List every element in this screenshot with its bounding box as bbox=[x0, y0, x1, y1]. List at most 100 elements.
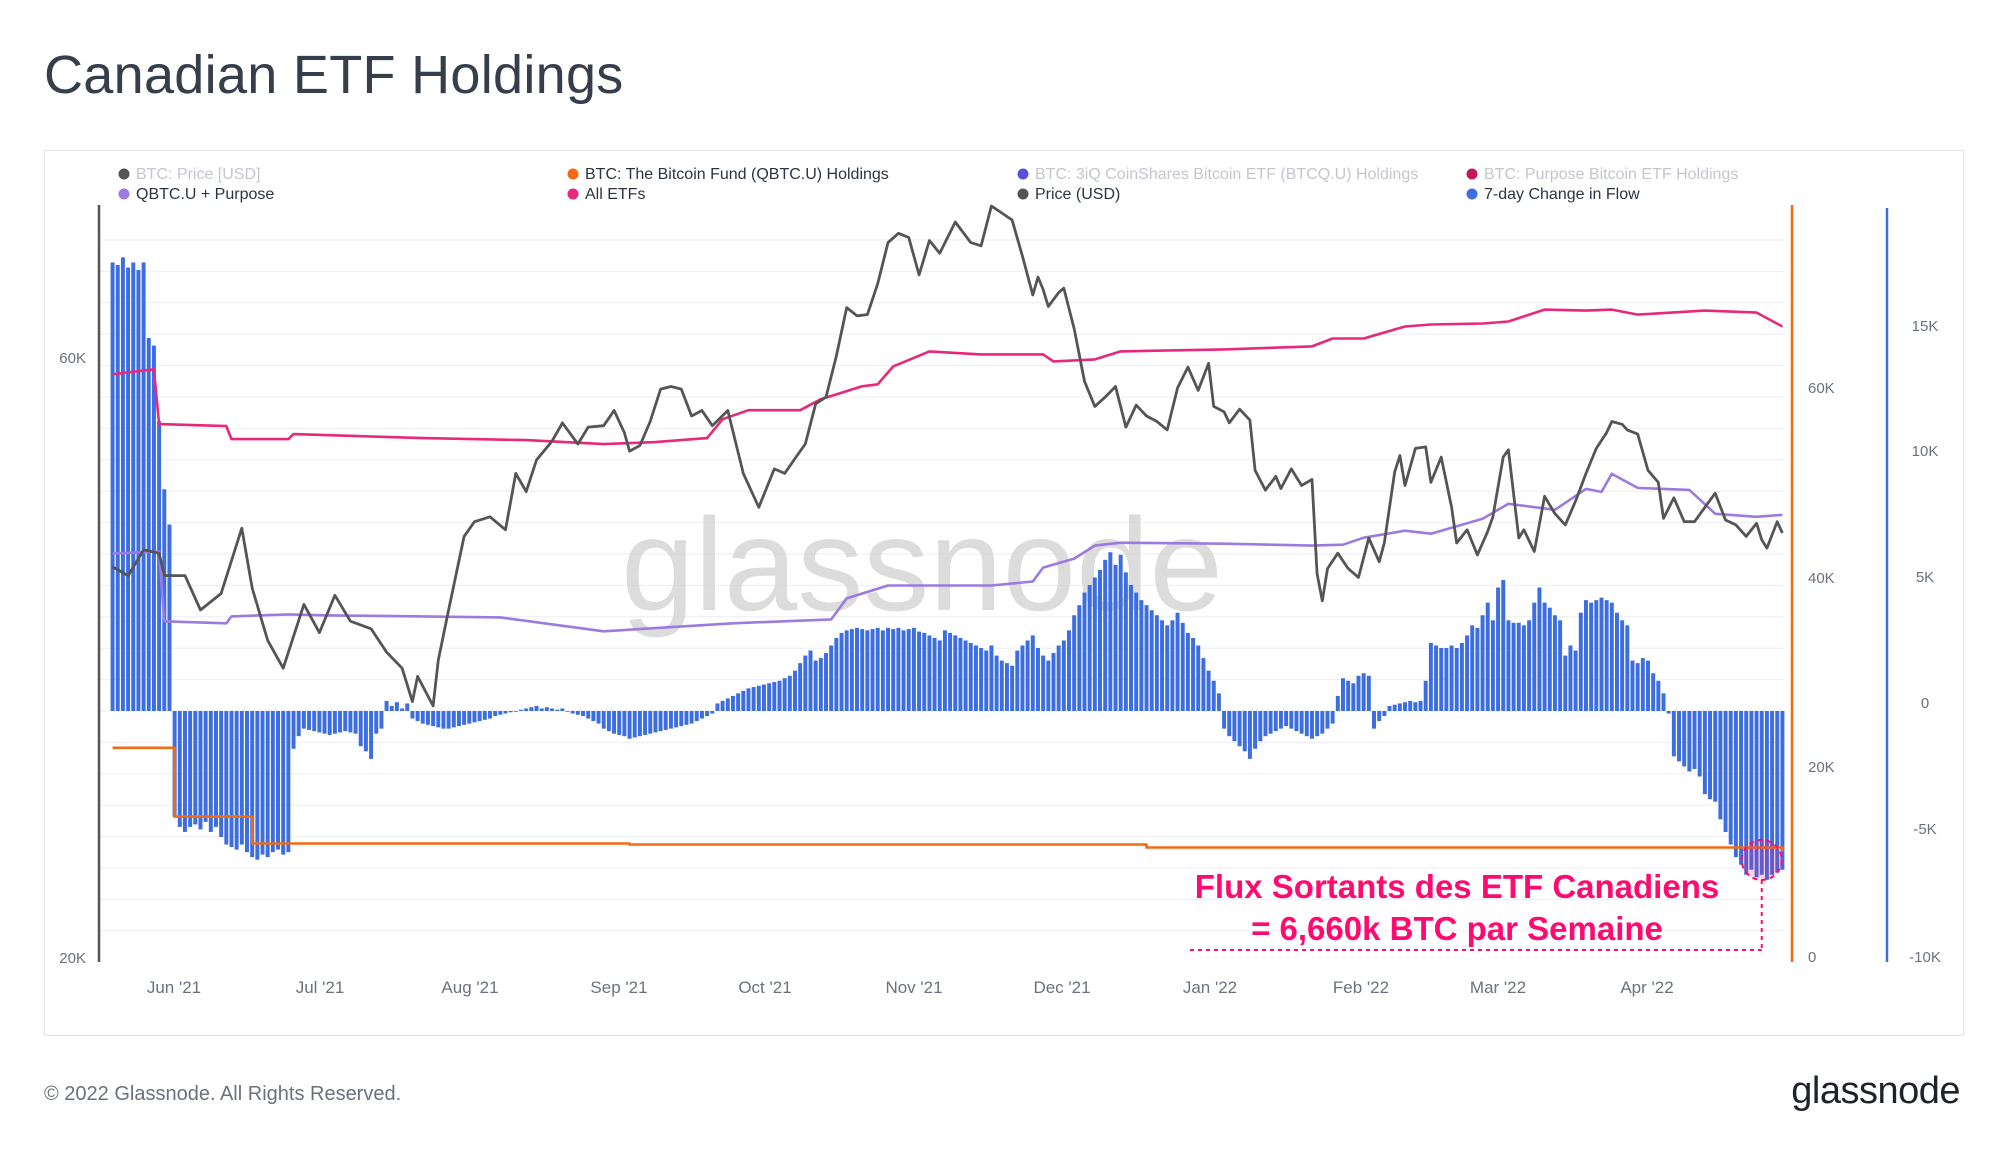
flow-bar bbox=[1377, 711, 1382, 722]
flow-bar bbox=[973, 645, 978, 711]
flow-bar bbox=[601, 711, 606, 729]
flow-bar bbox=[524, 708, 529, 711]
flow-bar bbox=[1284, 711, 1289, 727]
price-line bbox=[111, 204, 1784, 708]
flow-bar bbox=[839, 632, 844, 711]
flow-bar bbox=[617, 711, 622, 735]
flow-bar bbox=[198, 711, 203, 830]
legend-swatch bbox=[118, 188, 130, 200]
flow-bar bbox=[1496, 587, 1501, 711]
flow-bar bbox=[1697, 711, 1702, 777]
flow-bar bbox=[637, 711, 642, 737]
legend: BTC: Price [USD] BTC: The Bitcoin Fund (Q… bbox=[118, 166, 1738, 203]
legend-label: Price (USD) bbox=[1035, 186, 1120, 203]
flow-bar bbox=[358, 711, 363, 747]
flow-bar bbox=[1485, 602, 1490, 711]
annotation: Flux Sortants des ETF Canadiens = 6,660k … bbox=[1190, 839, 1783, 951]
x-tick-label: Jan '22 bbox=[1183, 978, 1237, 997]
flow-bar bbox=[1113, 564, 1118, 711]
flow-bar bbox=[270, 711, 275, 853]
holdings-tick-label: 40K bbox=[1808, 570, 1835, 587]
flow-bar bbox=[410, 711, 415, 719]
flow-bar bbox=[1149, 610, 1154, 711]
flow-bar bbox=[1025, 640, 1030, 711]
flow-bar bbox=[767, 683, 772, 711]
flow-bar bbox=[1687, 711, 1692, 772]
flow-bar bbox=[860, 629, 865, 711]
x-tick-label: Mar '22 bbox=[1470, 978, 1526, 997]
flow-bar bbox=[519, 709, 523, 711]
flow-bar bbox=[182, 711, 187, 832]
flow-bar bbox=[932, 637, 937, 711]
flow-bar bbox=[1480, 615, 1485, 711]
flow-bar bbox=[1175, 612, 1180, 711]
flow-bar bbox=[384, 700, 389, 711]
flow-bar bbox=[1170, 620, 1175, 711]
flow-bar bbox=[937, 640, 942, 711]
flow-bar bbox=[1134, 592, 1139, 711]
flow-bar bbox=[1387, 705, 1392, 711]
flow-bar bbox=[1583, 600, 1588, 711]
gridlines bbox=[98, 239, 1785, 932]
flow-bar bbox=[746, 688, 751, 711]
flow-bar bbox=[653, 711, 658, 733]
x-tick-label: Apr '22 bbox=[1620, 978, 1673, 997]
flow-bar bbox=[1516, 622, 1521, 711]
flow-bar bbox=[1604, 600, 1609, 711]
flow-bar bbox=[901, 630, 906, 711]
flow-bar bbox=[1216, 693, 1221, 711]
flow-bar bbox=[1423, 680, 1428, 711]
flow-bar bbox=[849, 629, 854, 711]
flow-bar bbox=[151, 345, 156, 711]
flow-bar bbox=[865, 630, 870, 711]
legend-label: BTC: Purpose Bitcoin ETF Holdings bbox=[1484, 166, 1738, 183]
x-tick-label: Dec '21 bbox=[1033, 978, 1090, 997]
flow-bar bbox=[1434, 645, 1439, 711]
holdings-tick-label: 0 bbox=[1808, 949, 1816, 966]
flow-bar bbox=[1309, 711, 1314, 739]
flow-bar bbox=[1346, 680, 1351, 711]
flow-bar bbox=[1682, 711, 1687, 767]
flow-bar bbox=[1537, 587, 1542, 711]
flow-bar bbox=[1661, 693, 1666, 711]
flow-bar bbox=[286, 711, 291, 853]
flow-bar bbox=[741, 690, 746, 711]
flow-bar bbox=[405, 703, 410, 711]
flow-bar bbox=[317, 711, 322, 733]
flow-bar bbox=[451, 711, 456, 728]
flow-bar bbox=[1749, 711, 1754, 870]
flow-bar bbox=[1630, 660, 1635, 711]
flow-bar bbox=[120, 257, 125, 711]
flow-tick-label: 5K bbox=[1916, 569, 1934, 586]
flow-bar bbox=[1015, 650, 1020, 711]
flow-bar bbox=[1723, 711, 1728, 832]
flow-bar bbox=[1180, 622, 1185, 711]
series-lines bbox=[111, 204, 1784, 852]
flow-bar bbox=[177, 711, 182, 827]
flow-bar bbox=[761, 684, 766, 711]
flow-bar bbox=[1501, 579, 1506, 711]
flow-bar bbox=[1568, 645, 1573, 711]
flow-bar bbox=[736, 693, 741, 711]
flow-bar bbox=[379, 711, 384, 729]
flow-bar bbox=[658, 711, 663, 732]
flow-bar bbox=[818, 658, 823, 711]
flow-bar bbox=[1185, 632, 1190, 711]
flow-bar bbox=[343, 711, 348, 732]
flow-bar bbox=[1051, 653, 1056, 711]
flow-bar bbox=[1744, 711, 1749, 875]
flow-bar bbox=[1082, 592, 1087, 711]
flow-bar bbox=[1780, 711, 1785, 870]
flow-bar bbox=[999, 660, 1004, 711]
flow-bar bbox=[188, 711, 193, 827]
legend-label: BTC: Price [USD] bbox=[136, 166, 260, 183]
flow-bar bbox=[1118, 554, 1123, 711]
flow-bar bbox=[1764, 711, 1769, 880]
flow-bar bbox=[281, 711, 286, 855]
flow-bar bbox=[632, 711, 637, 738]
flow-bar bbox=[1232, 711, 1237, 742]
flow-bar bbox=[917, 631, 922, 711]
flow-bar bbox=[596, 711, 601, 724]
flow-bar bbox=[1640, 658, 1645, 711]
flow-tick-label: 0 bbox=[1921, 695, 1929, 712]
